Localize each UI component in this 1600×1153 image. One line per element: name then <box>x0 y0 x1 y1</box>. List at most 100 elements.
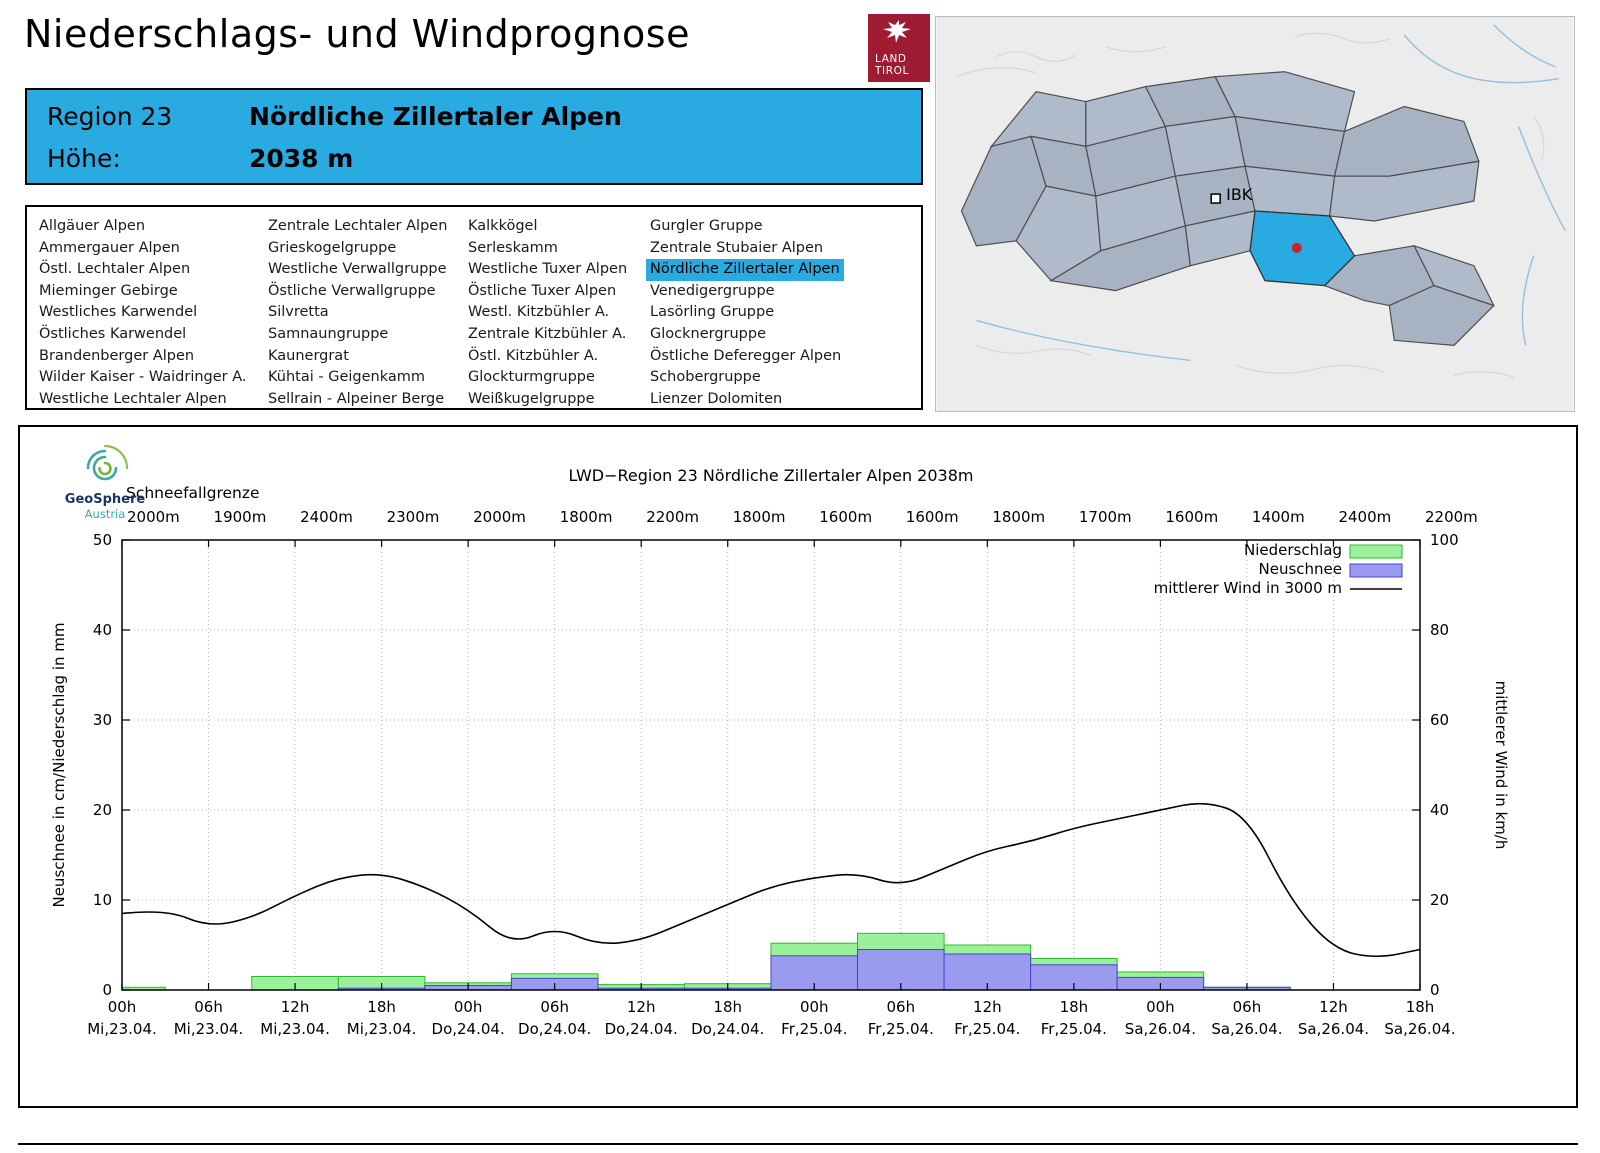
region-column: Zentrale Lechtaler Alpen Grieskogelgruppe… <box>264 216 464 408</box>
xtick-date: Sa,26.04. <box>1384 1020 1455 1038</box>
ibk-marker <box>1210 193 1221 204</box>
region-list-item[interactable]: Lienzer Dolomiten <box>650 390 783 407</box>
region-list-item[interactable]: Östl. Kitzbühler A. <box>468 347 599 364</box>
map-region[interactable] <box>1164 115 1246 177</box>
ytick-right: 60 <box>1430 711 1449 729</box>
axis-ticks <box>121 539 1421 991</box>
xtick-hour: 18h <box>367 998 396 1016</box>
region-list-item[interactable]: Westl. Kitzbühler A. <box>468 304 610 321</box>
xtick-hour: 00h <box>1146 998 1175 1016</box>
map-rivers <box>976 24 1567 361</box>
legend-label: Niederschlag <box>1244 541 1342 559</box>
xtick-date: Sa,26.04. <box>1211 1020 1282 1038</box>
ytick-left: 50 <box>93 531 112 549</box>
tirol-logo-line2: TIROL <box>875 65 909 77</box>
chart-title: LWD−Region 23 Nördliche Zillertaler Alpe… <box>569 466 974 485</box>
region-list-item[interactable]: Zentrale Kitzbühler A. <box>468 325 627 342</box>
xtick-date: Do,24.04. <box>432 1020 505 1038</box>
region-list-item[interactable]: Grieskogelgruppe <box>268 239 397 256</box>
xtick-date: Sa,26.04. <box>1298 1020 1369 1038</box>
region-list-item[interactable]: Glockturmgruppe <box>468 369 595 386</box>
region-list-item[interactable]: Sellrain - Alpeiner Berge <box>268 390 445 407</box>
region-list-item[interactable]: Westliche Lechtaler Alpen <box>39 390 227 407</box>
region-header-box: Region 23 Nördliche Zillertaler Alpen Hö… <box>25 88 923 185</box>
xtick-hour: 12h <box>627 998 656 1016</box>
region-list-item[interactable]: Allgäuer Alpen <box>39 218 146 234</box>
ylabel-left: Neuschnee in cm/Niederschlag in mm <box>50 622 68 907</box>
xtick-hour: 12h <box>973 998 1002 1016</box>
region-list-item[interactable]: Östliche Tuxer Alpen <box>468 282 617 299</box>
xtick-date: Fr,25.04. <box>954 1020 1020 1038</box>
geosphere-sub: Austria <box>84 507 126 521</box>
ytick-left: 0 <box>102 981 112 999</box>
region-list-item[interactable]: Zentrale Stubaier Alpen <box>650 239 824 256</box>
snowline-value: 1600m <box>906 508 959 526</box>
region-list-item[interactable]: Silvretta <box>268 304 329 321</box>
tirol-logo-text: LAND TIROL <box>875 53 909 77</box>
snowline-value: 1400m <box>1252 508 1305 526</box>
chart-grid <box>122 540 1420 990</box>
region-list-item[interactable]: Kaunergrat <box>268 347 349 364</box>
xtick-date: Fr,25.04. <box>868 1020 934 1038</box>
region-list-item[interactable]: Ammergauer Alpen <box>39 239 180 256</box>
xtick-date: Do,24.04. <box>605 1020 678 1038</box>
snowline-value: 1600m <box>1165 508 1218 526</box>
xtick-hour: 00h <box>800 998 829 1016</box>
page-title: Niederschlags- und Windprognose <box>24 12 690 56</box>
snowline-value: 2400m <box>1338 508 1391 526</box>
xtick-date: Mi,23.04. <box>87 1020 157 1038</box>
region-list-item[interactable]: Östliches Karwendel <box>39 325 187 342</box>
region-list-item[interactable]: Zentrale Lechtaler Alpen <box>268 218 448 234</box>
region-list-item[interactable]: Schobergruppe <box>650 369 761 386</box>
region-list: Allgäuer Alpen Ammergauer Alpen Östl. Lech… <box>25 205 923 410</box>
map-region[interactable] <box>1049 225 1191 292</box>
region-list-item[interactable]: Östl. Lechtaler Alpen <box>39 261 191 278</box>
tirol-map: IBK <box>936 17 1574 411</box>
region-list-item[interactable]: Samnaungruppe <box>268 325 389 342</box>
legend-label: Neuschnee <box>1259 560 1343 578</box>
region-list-item[interactable]: Mieminger Gebirge <box>39 282 178 299</box>
region-list-item[interactable]: Westliche Tuxer Alpen <box>468 261 628 278</box>
plot-frame <box>121 539 1421 991</box>
xtick-hour: 12h <box>281 998 310 1016</box>
snowline-value: 2200m <box>1425 508 1478 526</box>
region-list-item[interactable]: Westliches Karwendel <box>39 304 198 321</box>
snowline-value: 2200m <box>646 508 699 526</box>
geosphere-name: GeoSphere <box>64 492 146 507</box>
map-region[interactable] <box>1214 71 1356 133</box>
legend-swatch <box>1349 563 1403 578</box>
region-list-item[interactable]: Östliche Deferegger Alpen <box>650 347 842 364</box>
map-region[interactable] <box>1388 284 1495 346</box>
xtick-date: Fr,25.04. <box>781 1020 847 1038</box>
region-list-item[interactable]: Brandenberger Alpen <box>39 347 195 364</box>
selected-region-dot <box>1291 242 1302 253</box>
snowline-value: 1800m <box>560 508 613 526</box>
xtick-hour: 18h <box>1406 998 1435 1016</box>
geosphere-logo: GeoSphere Austria <box>50 444 160 521</box>
map-region-selected[interactable] <box>1249 210 1356 287</box>
xtick-date: Mi,23.04. <box>174 1020 244 1038</box>
map-regions <box>960 71 1495 346</box>
tirol-eagle-icon <box>883 20 911 43</box>
snowline-value: 1600m <box>819 508 872 526</box>
region-column: Gurgler Gruppe Zentrale Stubaier Alpen Nör… <box>646 216 845 408</box>
region-list-item[interactable]: Kalkkögel <box>468 218 538 234</box>
region-list-item[interactable]: Weißkugelgruppe <box>468 390 595 407</box>
region-list-item[interactable]: Lasörling Gruppe <box>650 304 775 321</box>
elevation-value: 2038 m <box>249 144 354 173</box>
region-list-item[interactable]: Serleskamm <box>468 239 558 256</box>
region-list-item[interactable]: Venedigergruppe <box>650 282 775 299</box>
region-list-item[interactable]: Nördliche Zillertaler Alpen <box>646 259 844 281</box>
tirol-map-container: IBK <box>935 16 1575 412</box>
region-list-item[interactable]: Westliche Verwallgruppe <box>268 261 447 278</box>
xtick-hour: 06h <box>887 998 916 1016</box>
region-list-item[interactable]: Gurgler Gruppe <box>650 218 763 234</box>
xtick-hour: 00h <box>454 998 483 1016</box>
region-list-item[interactable]: Glocknergruppe <box>650 325 767 342</box>
region-list-item[interactable]: Östliche Verwallgruppe <box>268 282 436 299</box>
region-list-item[interactable]: Wilder Kaiser - Waidringer A. <box>39 369 247 386</box>
region-list-item[interactable]: Kühtai - Geigenkamm <box>268 369 425 386</box>
xtick-hour: 12h <box>1319 998 1348 1016</box>
xtick-date: Mi,23.04. <box>347 1020 417 1038</box>
